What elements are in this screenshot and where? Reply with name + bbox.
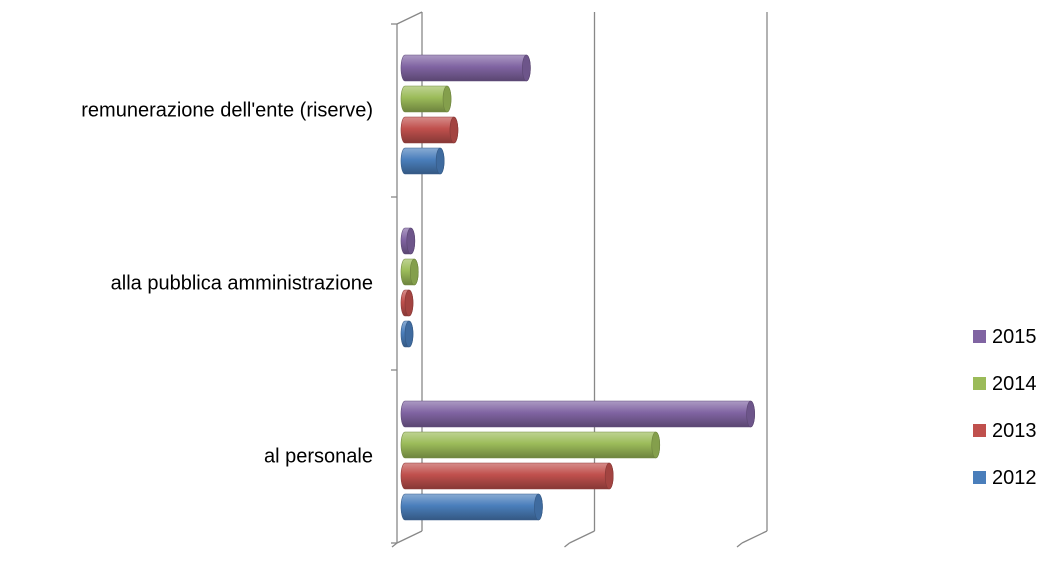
legend-item-2014: 2014	[973, 373, 1037, 395]
x-tick-0	[391, 542, 398, 548]
bar-2015-2	[400, 54, 531, 82]
legend-label-2014: 2014	[992, 373, 1037, 395]
bar-cap-2012-0	[534, 493, 543, 521]
bar-2013-2	[400, 116, 459, 144]
bar-cap-2012-1	[404, 320, 414, 348]
legend-swatch-2015	[973, 330, 986, 343]
category-label-0: al personale	[264, 446, 373, 468]
category-label-1: alla pubblica amministrazione	[111, 273, 373, 295]
legend-item-2015: 2015	[973, 326, 1037, 348]
bar-body-2013-2	[400, 116, 459, 144]
bar-cap-2014-0	[651, 431, 661, 459]
bar-2013-0	[400, 462, 614, 490]
bar-body-2015-2	[400, 54, 531, 82]
bar-cap-2014-1	[409, 258, 419, 286]
legend-swatch-2013	[973, 424, 986, 437]
x-tick-1	[564, 542, 570, 548]
bar-2012-1	[400, 320, 414, 348]
bar-body-2013-0	[400, 462, 614, 490]
bar-cap-2015-2	[522, 54, 531, 82]
bar-2014-0	[400, 431, 661, 459]
bar-cap-2014-2	[442, 85, 452, 113]
legend-label-2015: 2015	[992, 326, 1037, 348]
category-labels: al personale alla pubblica amministrazion…	[81, 100, 373, 468]
bar-body-2014-0	[400, 431, 661, 459]
bar-cap-2013-1	[404, 289, 414, 317]
bar-2014-2	[400, 85, 452, 113]
legend: 2015 2014 2013 2012	[973, 326, 1037, 489]
gridline-floor-2	[741, 530, 768, 544]
legend-swatch-2012	[973, 471, 986, 484]
legend-item-2012: 2012	[973, 467, 1037, 489]
gridline-floor-1	[569, 530, 595, 544]
category-label-2: remunerazione dell'ente (riserve)	[81, 100, 373, 122]
legend-label-2013: 2013	[992, 420, 1037, 442]
gridline-floor-0	[396, 530, 423, 544]
bar-2012-2	[400, 147, 445, 175]
legend-label-2012: 2012	[992, 467, 1037, 489]
bar-cap-2013-2	[449, 116, 459, 144]
bar-2015-0	[400, 400, 755, 428]
bar-cap-2012-2	[435, 147, 445, 175]
y-axis-top-depth	[396, 11, 423, 25]
x-tick-2	[736, 542, 743, 548]
bar-2012-0	[400, 493, 543, 521]
legend-swatch-2014	[973, 377, 986, 390]
bar-2014-1	[400, 258, 419, 286]
legend-item-2013: 2013	[973, 420, 1037, 442]
bar-cap-2015-1	[406, 227, 416, 255]
bar-series-group	[400, 54, 755, 521]
bar-2015-1	[400, 227, 416, 255]
bar-cap-2013-0	[604, 462, 614, 490]
bar-body-2012-0	[400, 493, 543, 521]
bar-cap-2015-0	[746, 400, 755, 428]
bar-body-2015-0	[400, 400, 755, 428]
bar-2013-1	[400, 289, 414, 317]
